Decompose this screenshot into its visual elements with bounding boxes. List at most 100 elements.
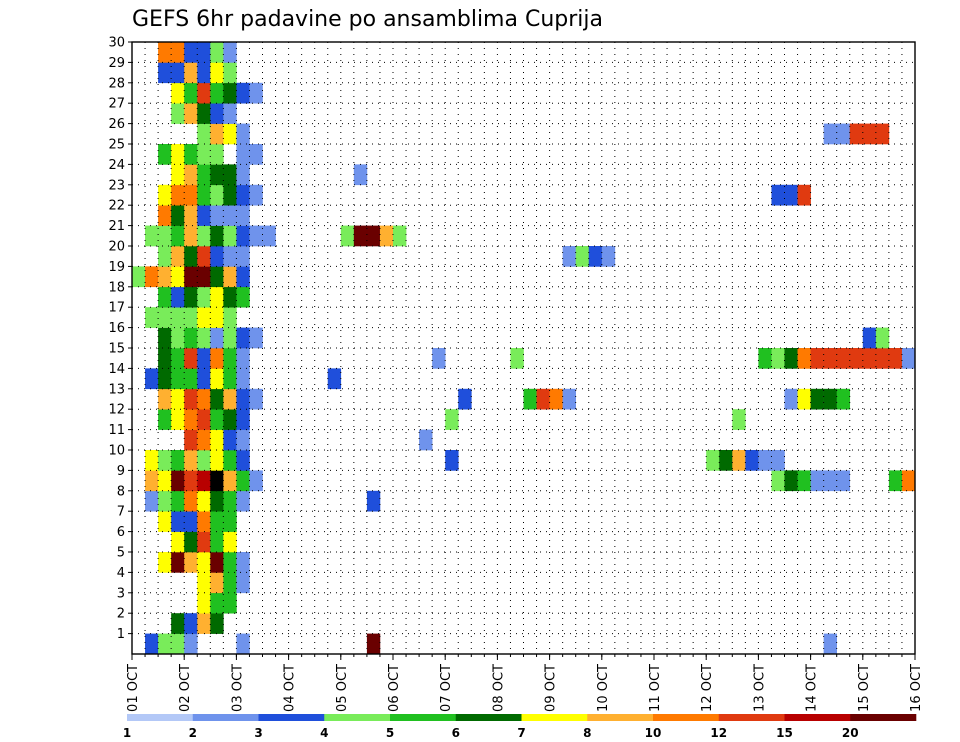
heatmap-cell xyxy=(562,246,576,267)
heatmap-cell xyxy=(184,82,198,104)
colorbar-label: 20 xyxy=(842,726,859,740)
heatmap-cell xyxy=(223,470,237,492)
heatmap-cell xyxy=(366,633,381,655)
heatmap-cell xyxy=(197,246,211,267)
heatmap-cell xyxy=(849,123,864,145)
heatmap-cell xyxy=(145,450,159,471)
heatmap-cell xyxy=(197,123,211,145)
heatmap-cell xyxy=(158,348,172,369)
heatmap-cell xyxy=(197,511,211,532)
heatmap-cell xyxy=(797,348,811,369)
heatmap-cell xyxy=(901,348,916,369)
y-tick-label: 17 xyxy=(108,301,125,316)
heatmap-cell xyxy=(223,327,237,349)
heatmap-cell xyxy=(236,490,250,512)
heatmap-cell xyxy=(197,103,211,124)
heatmap-cell xyxy=(236,123,250,145)
heatmap-cell xyxy=(158,368,172,390)
heatmap-cell xyxy=(732,409,746,430)
heatmap-cell xyxy=(210,429,224,451)
heatmap-cell xyxy=(184,307,198,328)
heatmap-cell xyxy=(184,144,198,165)
heatmap-cell xyxy=(379,225,394,247)
heatmap-cell xyxy=(836,123,851,145)
heatmap-cell xyxy=(171,511,185,532)
heatmap-cell xyxy=(784,348,798,369)
y-tick-label: 20 xyxy=(108,240,125,255)
heatmap-cell xyxy=(823,348,837,369)
heatmap-cell xyxy=(184,409,198,430)
heatmap-cell xyxy=(223,409,237,430)
heatmap-cell xyxy=(210,552,224,573)
heatmap-cell xyxy=(836,388,851,410)
heatmap-cell xyxy=(223,266,237,288)
heatmap-cell xyxy=(223,429,237,451)
heatmap-cell xyxy=(210,368,224,390)
heatmap-cell xyxy=(158,144,172,165)
heatmap-cell xyxy=(445,409,459,430)
heatmap-cell xyxy=(145,307,159,328)
heatmap-cell xyxy=(171,368,185,390)
heatmap-cell xyxy=(236,225,250,247)
y-tick-label: 25 xyxy=(108,138,125,153)
heatmap-cell xyxy=(771,470,785,492)
heatmap-cell xyxy=(210,327,224,349)
heatmap-cell xyxy=(197,368,211,390)
colorbar-label: 4 xyxy=(320,726,328,740)
heatmap-cell xyxy=(810,470,824,492)
y-tick-label: 5 xyxy=(117,546,125,561)
colorbar-label: 10 xyxy=(645,726,662,740)
heatmap-cell xyxy=(158,552,172,573)
colorbar-swatch xyxy=(258,714,325,721)
heatmap-cell xyxy=(158,62,172,84)
heatmap-cell xyxy=(145,633,159,655)
heatmap-cell xyxy=(223,592,237,614)
heatmap-cell xyxy=(862,327,877,349)
heatmap-cell xyxy=(171,490,185,512)
y-tick-label: 23 xyxy=(108,178,125,193)
heatmap-cell xyxy=(171,42,185,63)
heatmap-cell xyxy=(236,205,250,226)
heatmap-cell xyxy=(197,286,211,308)
y-tick-label: 11 xyxy=(108,423,125,438)
heatmap-cell xyxy=(888,470,903,492)
heatmap-cell xyxy=(249,225,263,247)
heatmap-cell xyxy=(758,450,772,471)
heatmap-cell xyxy=(797,470,811,492)
heatmap-cell xyxy=(419,429,433,451)
heatmap-cell xyxy=(197,572,211,594)
heatmap-cell xyxy=(158,225,172,247)
heatmap-cell xyxy=(158,490,172,512)
heatmap-cell xyxy=(145,266,159,288)
heatmap-cell xyxy=(236,572,250,594)
y-tick-label: 22 xyxy=(108,199,125,214)
y-tick-label: 12 xyxy=(108,403,125,418)
heatmap-cell xyxy=(223,388,237,410)
heatmap-cell xyxy=(575,246,590,267)
y-tick-label: 29 xyxy=(108,56,125,71)
y-tick-label: 14 xyxy=(108,362,125,377)
heatmap-cell xyxy=(510,348,524,369)
heatmap-cell xyxy=(210,490,224,512)
heatmap-cell xyxy=(236,552,250,573)
heatmap-cell xyxy=(249,388,263,410)
y-tick-label: 15 xyxy=(108,342,125,357)
heatmap-cell xyxy=(366,225,381,247)
y-tick-label: 26 xyxy=(108,117,125,132)
heatmap-cell xyxy=(353,164,368,186)
heatmap-cell xyxy=(184,613,198,634)
heatmap-cell xyxy=(236,286,250,308)
heatmap-cell xyxy=(262,225,276,247)
heatmap-cell xyxy=(432,348,446,369)
heatmap-cell xyxy=(171,246,185,267)
x-tick-label: 16 OCT xyxy=(909,664,924,712)
x-tick-label: 04 OCT xyxy=(283,664,298,712)
heatmap-cell xyxy=(888,348,903,369)
heatmap-cell xyxy=(875,327,890,349)
heatmap-cell xyxy=(823,470,837,492)
heatmap-cell xyxy=(210,511,224,532)
heatmap-cell xyxy=(184,205,198,226)
heatmap-cell xyxy=(184,348,198,369)
heatmap-cell xyxy=(836,348,851,369)
